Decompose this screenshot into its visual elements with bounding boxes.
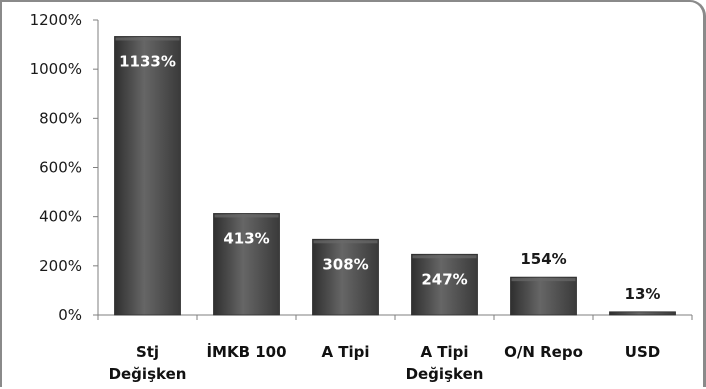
- bar-highlight: [313, 240, 378, 244]
- category-label: A Tipi: [321, 343, 369, 361]
- bar: [510, 276, 577, 316]
- category-label: O/N Repo: [504, 343, 583, 361]
- data-label: 308%: [322, 255, 368, 273]
- bar: [609, 311, 676, 316]
- bar-highlight: [412, 255, 477, 259]
- bar-highlight: [214, 214, 279, 218]
- data-label: 1133%: [119, 52, 176, 70]
- data-label: 13%: [625, 285, 661, 303]
- bar-highlight: [115, 37, 180, 41]
- bar-highlight: [511, 278, 576, 282]
- bars: [114, 36, 676, 316]
- y-axis: 0% 200% 400% 600% 800% 1000% 1200%: [30, 11, 99, 324]
- category-labels: Stj Değişken İMKB 100 A Tipi A Tipi Değişken O…: [109, 342, 661, 383]
- y-tick-label: 800%: [39, 109, 82, 127]
- x-axis: [97, 314, 693, 320]
- bar: [114, 36, 181, 316]
- data-label: 247%: [421, 270, 467, 288]
- y-tick-label: 200%: [39, 257, 82, 275]
- bar: [312, 238, 379, 316]
- y-tick-label: 600%: [39, 159, 82, 177]
- data-label: 154%: [520, 250, 566, 268]
- y-tick-label: 1200%: [30, 11, 82, 29]
- data-label: 413%: [223, 229, 269, 247]
- category-label: Stj Değişken: [109, 343, 187, 383]
- bar: [213, 213, 280, 316]
- category-label: USD: [625, 343, 660, 361]
- y-tick-label: 0%: [58, 306, 82, 324]
- bar: [411, 253, 478, 316]
- category-label: A Tipi Değişken: [406, 343, 484, 383]
- data-labels: 1133% 413% 308% 247% 154% 13%: [119, 52, 660, 302]
- y-tick-label: 1000%: [30, 60, 82, 78]
- y-tick-label: 400%: [39, 208, 82, 226]
- category-label: İMKB 100: [206, 342, 286, 361]
